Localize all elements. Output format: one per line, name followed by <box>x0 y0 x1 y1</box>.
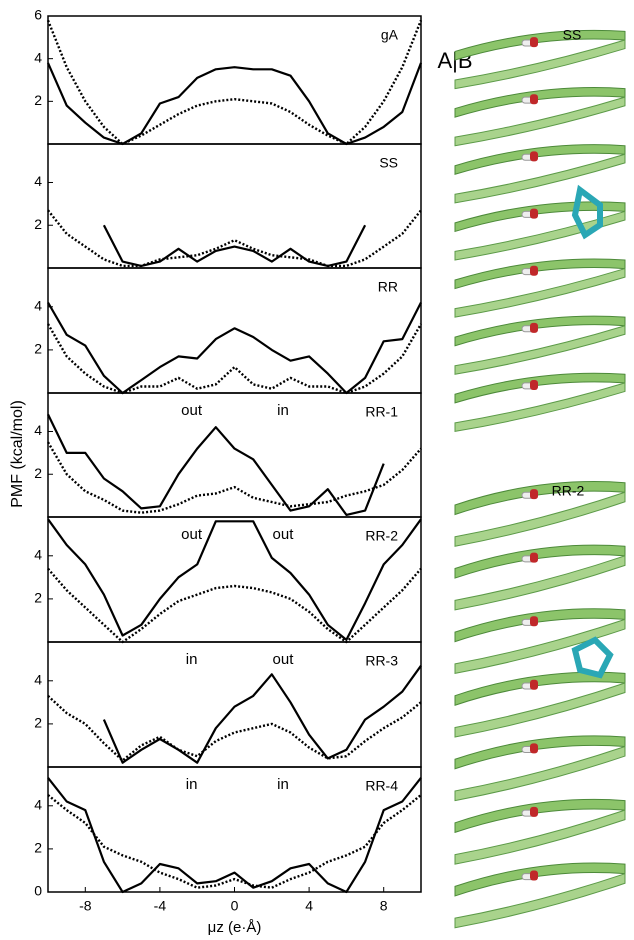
y-tick-label: 0 <box>34 883 42 899</box>
panel-title: SS <box>379 155 398 171</box>
y-tick-label: 2 <box>34 715 42 731</box>
y-tick-label: 2 <box>34 92 42 108</box>
pmf-curve <box>47 794 422 889</box>
helix-ribbon-back <box>454 267 626 318</box>
water-oxygen <box>530 489 538 500</box>
pmf-curve <box>102 224 367 267</box>
pmf-curve <box>47 209 422 268</box>
x-tick-label: 4 <box>305 898 313 914</box>
y-tick-label: 4 <box>34 422 42 438</box>
y-tick-label: 2 <box>34 216 42 232</box>
helix-ribbon-back <box>454 872 626 929</box>
y-tick-label: 2 <box>34 341 42 357</box>
x-tick-label: -8 <box>79 898 92 914</box>
y-tick-label: 2 <box>34 465 42 481</box>
panel-title: gA <box>381 27 399 43</box>
annotation: out <box>181 526 203 543</box>
pmf-curve <box>47 777 422 894</box>
y-tick-label: 2 <box>34 840 42 856</box>
helix-ribbon-back <box>454 153 626 204</box>
helix-ribbon-back <box>454 382 626 433</box>
water-oxygen <box>530 151 538 162</box>
panel-title: RR-1 <box>365 404 398 420</box>
helix-ribbon-back <box>454 555 626 611</box>
water-oxygen <box>530 552 538 563</box>
water-oxygen <box>530 743 538 754</box>
helix-ribbon-back <box>454 491 626 547</box>
helix-ribbon-back <box>454 39 626 90</box>
x-axis-label: μz (e·Å) <box>208 919 262 936</box>
helix-ribbon-back <box>454 745 626 802</box>
pmf-curve <box>47 301 422 395</box>
x-tick-label: 0 <box>231 898 239 914</box>
pmf-curve <box>46 19 423 146</box>
annotation: in <box>277 402 289 419</box>
plot-frame <box>47 15 422 145</box>
helix-ribbon-back <box>454 325 626 375</box>
water-oxygen <box>530 616 538 627</box>
y-tick-label: 4 <box>34 546 42 562</box>
pmf-curve <box>47 518 422 641</box>
helix-label: RR-2 <box>552 483 585 499</box>
y-tick-label: 4 <box>34 297 42 313</box>
panel-title: RR <box>378 279 398 295</box>
pmf-curve <box>46 323 423 395</box>
pmf-curve <box>46 441 422 514</box>
y-tick-label: 4 <box>34 49 42 65</box>
pmf-curve <box>47 413 385 516</box>
panel-title: RR-4 <box>365 778 398 794</box>
annotation: out <box>273 651 295 668</box>
water-oxygen <box>530 380 538 390</box>
helix-ribbon-back <box>454 682 626 738</box>
water-oxygen <box>530 322 538 333</box>
helix-ribbon-back <box>454 809 626 865</box>
pmf-curve <box>47 567 422 644</box>
plot-frame <box>47 143 422 269</box>
panel-title: RR-2 <box>365 528 398 544</box>
helix-ribbon-back <box>454 618 626 675</box>
x-tick-label: -4 <box>154 898 167 914</box>
water-oxygen <box>530 208 538 219</box>
water-oxygen <box>530 37 538 48</box>
y-tick-label: 2 <box>34 590 42 606</box>
ligand <box>571 636 614 679</box>
annotation: in <box>277 776 289 793</box>
y-tick-label: 4 <box>34 671 42 687</box>
water-oxygen <box>530 806 538 817</box>
water-oxygen <box>530 679 538 690</box>
y-tick-label: 4 <box>34 173 42 189</box>
helix-ribbon-back <box>454 96 626 147</box>
ligand <box>571 184 603 240</box>
pmf-curve <box>47 695 422 762</box>
y-tick-label: 4 <box>34 796 42 812</box>
helix-label: SS <box>563 27 582 43</box>
water-oxygen <box>530 94 538 105</box>
annotation: out <box>181 402 203 419</box>
water-oxygen <box>530 870 538 881</box>
pmf-curve <box>46 62 423 146</box>
y-tick-label: 6 <box>34 7 42 23</box>
water-oxygen <box>530 265 538 276</box>
panel-title: RR-3 <box>365 653 398 669</box>
y-axis-label: PMF (kcal/mol) <box>9 400 26 508</box>
pmf-curve <box>102 665 422 764</box>
annotation: in <box>186 651 198 668</box>
annotation: in <box>186 776 198 793</box>
annotation: out <box>273 526 295 543</box>
x-tick-label: 8 <box>380 898 388 914</box>
